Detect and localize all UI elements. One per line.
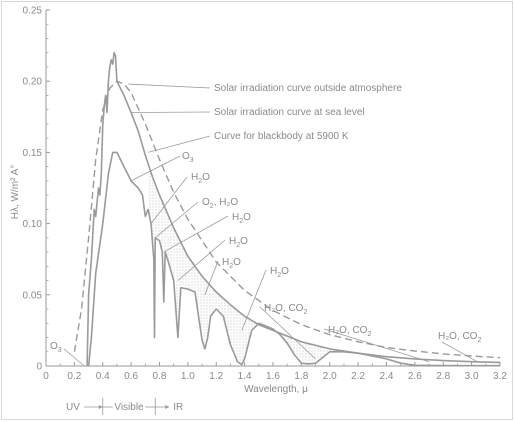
annotation-leader — [323, 328, 430, 363]
absorption-region — [148, 163, 359, 365]
annotation-label: Solar irradiation curve outside atmosphe… — [214, 83, 402, 94]
annotation-leader — [163, 215, 229, 253]
y-tick-label: 0 — [36, 362, 42, 373]
y-tick-label: 0.10 — [23, 219, 43, 230]
y-tick-label: 0.25 — [23, 6, 43, 17]
annotation-label: Curve for blackbody at 5900 K — [214, 131, 349, 142]
annotation-label: H₂O, CO2 — [264, 303, 307, 316]
x-tick-label: 0.4 — [96, 371, 110, 382]
annotation-label: H2O — [270, 266, 289, 279]
annotation-leader — [130, 155, 181, 182]
annotation-leader — [241, 269, 267, 331]
band-label-uv: UV — [66, 402, 80, 413]
x-tick-label: 0.2 — [67, 371, 81, 382]
annotation-leader — [154, 201, 199, 239]
annotation-label: H2O — [222, 257, 241, 270]
annotation-leader — [128, 83, 211, 89]
annotation-label: H₂O, CO2 — [328, 325, 371, 338]
x-tick-label: 1.0 — [181, 371, 195, 382]
annotation-leader — [150, 176, 188, 224]
spectral-bands: UV Visible IR — [66, 398, 183, 415]
x-tick-label: 3.2 — [493, 371, 507, 382]
annotations: Solar irradiation curve outside atmosphe… — [50, 83, 481, 367]
curves — [73, 51, 501, 367]
y-tick-label: 0.15 — [23, 148, 43, 159]
annotation-leader — [148, 135, 211, 153]
annotation-leader — [177, 239, 226, 281]
band-arrowhead — [165, 405, 170, 409]
x-tick-label: 1.2 — [209, 371, 223, 382]
x-tick-label: 2.6 — [408, 371, 422, 382]
annotation-label: Solar irradiation curve at sea level — [214, 107, 365, 118]
y-tick-label: 0.20 — [23, 77, 43, 88]
series-blackbody-5900k-line — [73, 80, 501, 359]
annotation-label: O3 — [50, 341, 62, 354]
x-tick-label: 2.4 — [380, 371, 394, 382]
annotation-leader — [441, 341, 479, 363]
annotation-leader — [131, 111, 211, 113]
x-tick-label: 1.4 — [238, 371, 252, 382]
x-tick-label: 2.0 — [323, 371, 337, 382]
band-arrowhead — [98, 405, 103, 409]
x-tick-label: 3.0 — [465, 371, 479, 382]
series-outside-atmosphere-line — [86, 51, 501, 367]
y-tick-label: 0.05 — [23, 290, 43, 301]
x-tick-label: 0.8 — [153, 371, 167, 382]
annotation-leader — [63, 348, 85, 367]
band-label-visible: Visible — [114, 402, 144, 413]
annotation-label: H2O — [191, 172, 210, 185]
x-tick-label: 1.8 — [294, 371, 308, 382]
annotation-leader — [204, 260, 219, 295]
annotation-leader — [259, 306, 316, 360]
annotation-label: H₂O, CO2 — [438, 331, 481, 344]
axes: 0 0.2 0.4 0.6 0.8 1.0 1.2 1.4 1.6 1.8 2.0 2.2 2.4 2.6… — [10, 6, 507, 396]
series-sea-level-line — [87, 151, 500, 367]
annotation-label: O3 — [182, 151, 194, 164]
annotation-label: H2O — [232, 212, 251, 225]
band-label-ir: IR — [173, 402, 183, 413]
x-tick-label: 2.8 — [436, 371, 450, 382]
x-tick-label: 0.6 — [124, 371, 138, 382]
x-tick-label: 2.2 — [351, 371, 365, 382]
absorption-shading — [148, 163, 359, 365]
x-axis-title: Wavelength, μ — [244, 384, 308, 395]
x-tick-label: 1.6 — [266, 371, 280, 382]
annotation-label: H2O — [229, 236, 248, 249]
y-axis-title: Hλ, W/m² A° — [10, 165, 21, 220]
x-tick-label: 0 — [43, 371, 49, 382]
annotation-label: O2, H₂O — [202, 197, 238, 210]
